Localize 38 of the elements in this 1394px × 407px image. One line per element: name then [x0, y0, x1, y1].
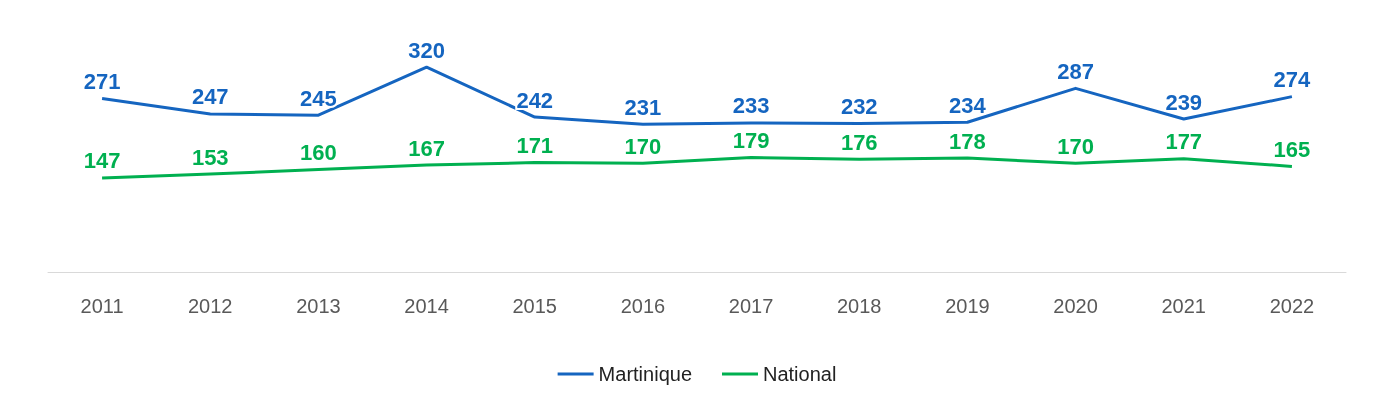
x-tick-label: 2022: [1269, 295, 1315, 317]
data-label: 167: [408, 135, 445, 161]
data-label: 287: [1057, 58, 1094, 84]
x-tick-label: 2016: [620, 295, 666, 317]
data-label: 245: [300, 85, 337, 111]
x-tick-label: 2020: [1053, 295, 1098, 317]
data-label: 171: [516, 133, 554, 159]
data-label: 170: [624, 133, 662, 159]
legend-label: Martinique: [598, 363, 693, 385]
data-label: 320: [408, 37, 445, 63]
data-label: 232: [840, 94, 878, 120]
data-label: 170: [1057, 133, 1094, 159]
x-tick-label: 2018: [837, 295, 882, 317]
x-tick-label: 2021: [1161, 295, 1206, 317]
data-label: 247: [191, 84, 229, 110]
data-label: 177: [1165, 129, 1203, 155]
data-label: 234: [949, 92, 987, 118]
data-label: 242: [516, 87, 554, 113]
data-label: 147: [83, 148, 121, 174]
data-label: 271: [83, 69, 121, 95]
data-label: 165: [1273, 136, 1311, 162]
data-label: 176: [840, 129, 878, 155]
x-tick-label: 2017: [728, 295, 774, 317]
data-label: 179: [732, 127, 770, 153]
x-tick-label: 2014: [404, 295, 449, 317]
data-label: 239: [1165, 89, 1203, 115]
x-tick-label: 2015: [512, 295, 557, 317]
x-tick-label: 2013: [296, 295, 341, 317]
data-label: 153: [191, 144, 229, 170]
data-label: 274: [1273, 67, 1312, 93]
x-tick-label: 2011: [80, 295, 124, 317]
data-label: 233: [732, 93, 770, 119]
data-label: 178: [949, 128, 986, 154]
x-tick-label: 2019: [945, 295, 990, 317]
data-label: 160: [300, 140, 337, 166]
data-label: 231: [624, 94, 662, 120]
x-tick-label: 2012: [188, 295, 233, 317]
legend-label: National: [763, 363, 837, 385]
